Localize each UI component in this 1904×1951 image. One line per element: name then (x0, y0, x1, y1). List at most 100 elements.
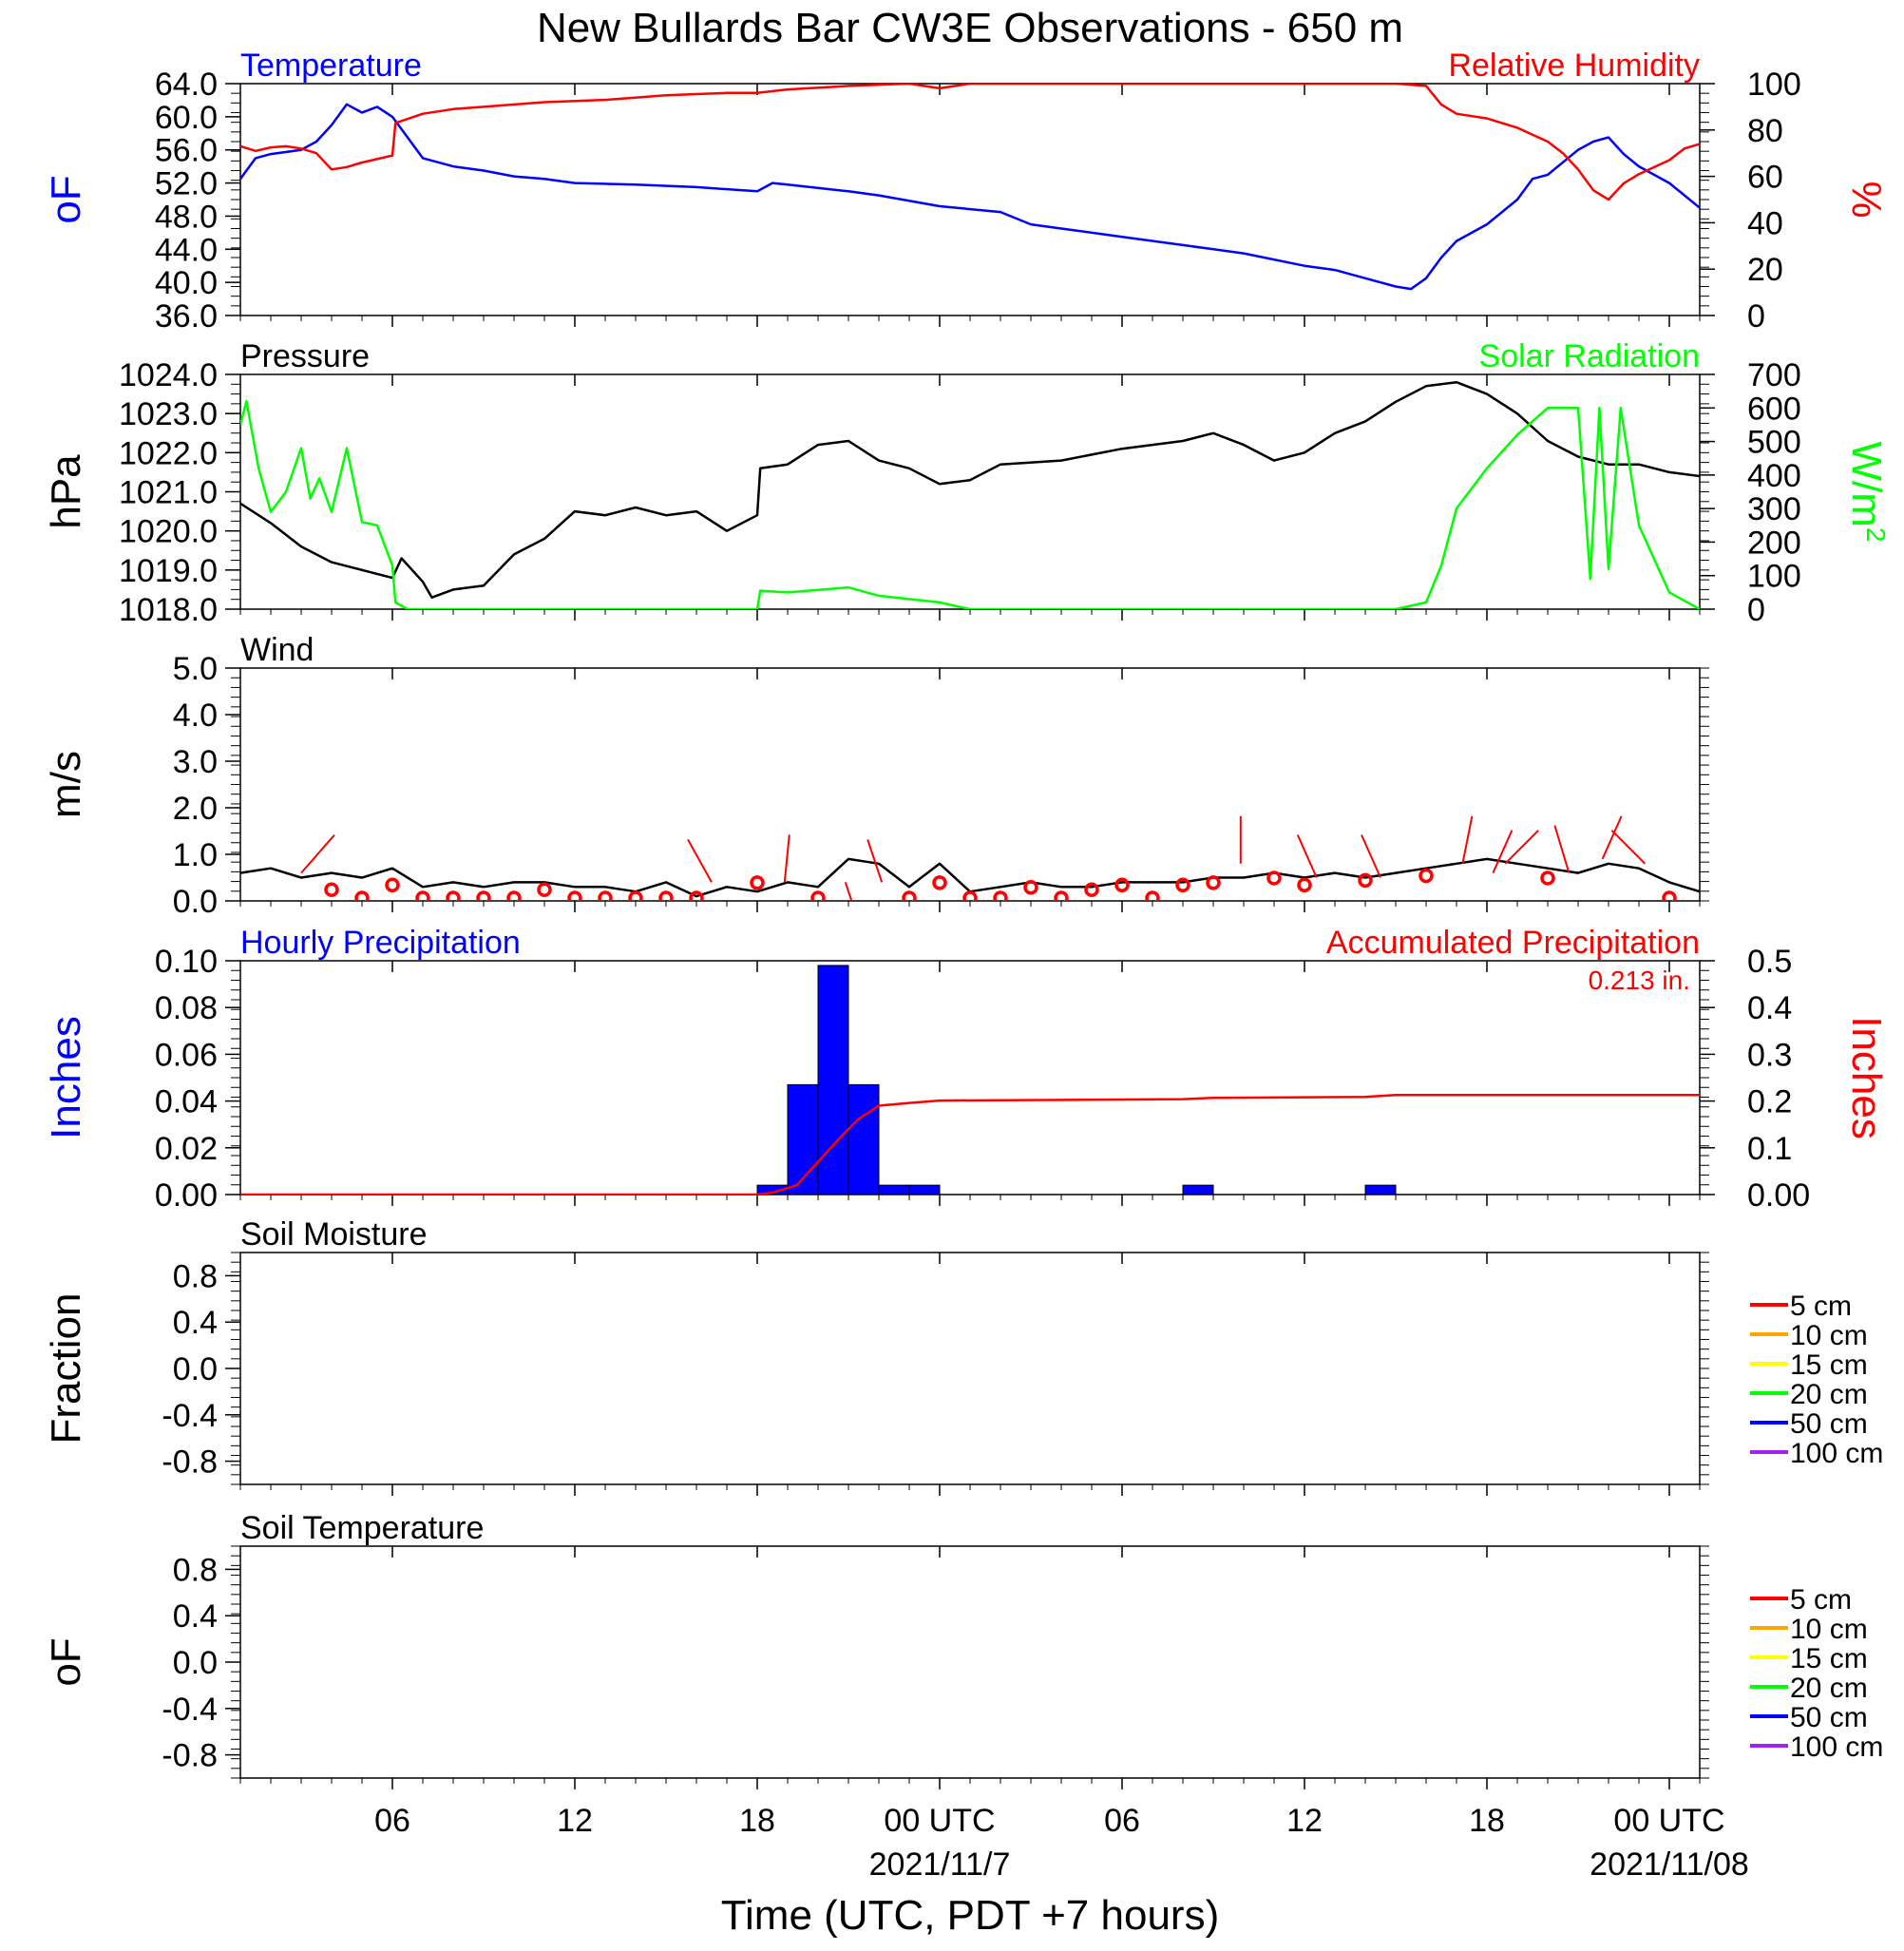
wind-calm-marker (1054, 890, 1069, 901)
wind-calm-marker (750, 875, 765, 890)
panel-5: -0.8 -0.4 0.0 0.4 0.8 Soil Moisture Fraction 5 … (43, 1216, 1883, 1496)
y-tick-label: 0.4 (173, 1305, 218, 1341)
data-layer (240, 380, 1700, 609)
panel-title-right: Accumulated Precipitation (1326, 925, 1700, 961)
legend-label: 10 cm (1790, 1614, 1868, 1645)
y2-tick-label: 200 (1747, 525, 1801, 561)
wind-calm-marker (476, 890, 491, 901)
y-tick-label: 0.02 (155, 1131, 218, 1167)
y-tick-label: 2.0 (173, 791, 218, 827)
y-tick-label: 44.0 (155, 232, 218, 268)
y-axis-unit-right: W/m2 (1843, 442, 1892, 543)
y2-tick-label: 40 (1747, 205, 1783, 241)
y-tick-label: 64.0 (155, 67, 218, 103)
y-tick-label: 1019.0 (119, 553, 218, 589)
wind-calm-marker (415, 890, 430, 901)
x-tick-label: 12 (1286, 1803, 1323, 1839)
y-tick-label: 0.04 (155, 1084, 218, 1120)
panel-title-right: Solar Radiation (1479, 338, 1700, 374)
y2-tick-label: 60 (1747, 160, 1783, 196)
wind-calm-marker (810, 890, 826, 901)
y-tick-label: 0.08 (155, 990, 218, 1026)
x-tick-label: 18 (739, 1803, 775, 1839)
data-layer (240, 815, 1700, 901)
y-tick-label: 0.0 (173, 1645, 218, 1681)
wind-calm-marker (506, 890, 522, 901)
plot-frame (239, 373, 1701, 610)
y-tick-label: 0.8 (173, 1258, 218, 1294)
y-tick-label: -0.8 (162, 1738, 218, 1774)
x-tick-label: 06 (1104, 1803, 1140, 1839)
plot-frame (239, 1252, 1701, 1485)
y-axis-unit-left: hPa (43, 454, 89, 529)
y2-tick-label: 600 (1747, 391, 1801, 427)
y-tick-label: 48.0 (155, 199, 218, 235)
y-tick-label: 40.0 (155, 265, 218, 301)
y-axis-unit-right: % (1843, 181, 1890, 218)
panel-title-left: Hourly Precipitation (240, 925, 521, 961)
plot-frame (239, 960, 1701, 1195)
series-line-1 (240, 380, 1700, 599)
wind-calm-marker (324, 882, 339, 897)
wind-calm-marker (993, 890, 1008, 901)
precip-bar (1182, 1184, 1214, 1195)
wind-calm-marker (1266, 870, 1282, 886)
x-tick-label: 18 (1469, 1803, 1505, 1839)
y2-tick-label: 300 (1747, 491, 1801, 527)
plot-frame (239, 1545, 1701, 1779)
y-tick-label: 60.0 (155, 100, 218, 136)
wind-calm-marker (1418, 868, 1434, 884)
precip-bar (817, 965, 849, 1195)
y-tick-label: 52.0 (155, 166, 218, 202)
y-tick-label: 1018.0 (119, 592, 218, 628)
y-tick-label: 1023.0 (119, 396, 218, 432)
y-tick-label: -0.4 (162, 1692, 218, 1728)
accumulated-precip-line (240, 1093, 1700, 1195)
y2-tick-label: 0.1 (1747, 1131, 1792, 1167)
wind-barb (1553, 825, 1571, 873)
y2-tick-label: 0.2 (1747, 1084, 1792, 1120)
y-tick-label: -0.8 (162, 1444, 218, 1481)
legend-label: 100 cm (1790, 1731, 1883, 1763)
legend-label: 15 cm (1790, 1349, 1868, 1381)
y2-tick-label: 80 (1747, 113, 1783, 149)
legend-label: 50 cm (1790, 1702, 1868, 1733)
wind-calm-marker (658, 890, 674, 901)
wind-calm-marker (1114, 877, 1130, 893)
panel-title-left: Wind (240, 632, 314, 668)
y-tick-label: 56.0 (155, 133, 218, 169)
panel-title-right: Relative Humidity (1448, 48, 1700, 84)
panel-title-left: Soil Temperature (240, 1510, 484, 1546)
wind-calm-marker (537, 882, 552, 897)
panels: 36.040.044.048.052.056.060.064.002040608… (43, 48, 1892, 1883)
legend-label: 100 cm (1790, 1438, 1883, 1469)
y-tick-label: 1020.0 (119, 514, 218, 550)
data-layer (240, 84, 1700, 291)
x-axis-title: Time (UTC, PDT +7 hours) (721, 1892, 1219, 1939)
y-tick-label: 0.10 (155, 944, 218, 980)
y-axis-unit-left: Inches (43, 1016, 89, 1139)
x-date-label: 2021/11/08 (1590, 1846, 1749, 1883)
y-tick-label: 0.00 (155, 1177, 218, 1214)
y2-tick-label: 500 (1747, 425, 1801, 461)
legend-label: 20 cm (1790, 1673, 1868, 1704)
wind-barb (1296, 834, 1318, 878)
y-axis-unit-left: Fraction (43, 1293, 89, 1444)
wind-barb (866, 839, 884, 883)
y2-tick-label: 0.4 (1747, 990, 1792, 1026)
legend-label: 10 cm (1790, 1320, 1868, 1351)
y-tick-label: 0.4 (173, 1598, 218, 1635)
plot-frame (239, 667, 1701, 902)
y2-tick-label: 0 (1747, 298, 1765, 335)
wind-barb (1461, 815, 1474, 864)
wind-calm-marker (1662, 890, 1677, 901)
wind-calm-marker (567, 890, 582, 901)
y-tick-label: 5.0 (173, 651, 218, 687)
series-line-1 (240, 857, 1700, 898)
y2-tick-label: 700 (1747, 357, 1801, 393)
wind-barb (1504, 830, 1539, 865)
panel-4: 0.00 0.02 0.04 0.06 0.08 0.10 0.00 0.1 0.2 0.3 0.4… (43, 925, 1890, 1214)
wind-calm-marker (932, 875, 947, 890)
x-date-label: 2021/11/7 (869, 1846, 1011, 1883)
wind-calm-marker (1084, 882, 1099, 897)
